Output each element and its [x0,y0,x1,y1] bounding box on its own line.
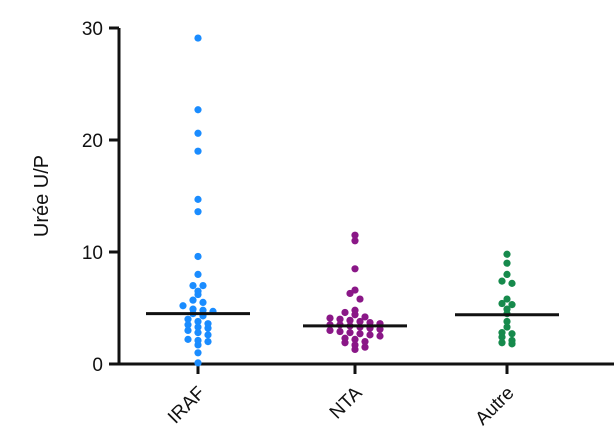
data-point-nta [366,331,374,339]
median-lines [146,312,559,328]
data-point-nta [346,316,354,324]
data-point-iraf [194,359,202,367]
data-point-autre [508,336,516,345]
data-point-iraf [189,282,197,290]
data-point-nta [326,314,334,322]
data-point-iraf [194,147,202,155]
data-point-iraf [194,208,202,216]
data-point-autre [498,339,506,347]
data-point-autre [508,330,516,338]
y-tick-label: 10 [82,243,103,264]
data-point-nta [356,317,364,326]
data-point-nta [326,326,334,334]
data-point-nta [361,338,369,346]
data-point-iraf [194,34,202,42]
data-point-iraf [199,306,207,314]
data-point-nta [376,332,384,340]
data-point-nta [351,265,359,273]
data-point-iraf [199,298,207,306]
data-points [179,34,516,367]
data-point-nta [361,343,369,351]
data-point-nta [351,231,359,239]
data-point-nta [341,334,349,342]
data-point-nta [341,308,349,317]
data-point-iraf [189,305,197,313]
x-category-label: IRAF [164,383,209,428]
data-point-iraf [194,349,202,357]
data-point-autre [498,277,506,285]
data-point-iraf [184,335,192,343]
data-point-iraf [194,252,202,261]
data-point-nta [351,335,359,343]
data-point-nta [351,306,359,314]
data-point-iraf [194,195,202,203]
data-point-autre [498,299,506,308]
data-point-autre [503,317,511,326]
data-point-iraf [204,331,212,339]
data-point-autre [503,250,511,258]
data-point-nta [351,341,359,349]
data-point-autre [503,295,511,303]
y-tick-label: 30 [82,19,103,40]
y-axis: 0 10 20 30 [82,19,121,376]
data-point-iraf [189,296,197,304]
x-category-label: Autre [472,383,519,430]
data-point-nta [376,325,384,333]
data-point-autre [503,270,511,278]
data-point-iraf [184,315,192,323]
data-point-nta [346,329,354,337]
data-point-nta [366,318,374,327]
data-point-iraf [194,270,202,278]
data-point-nta [336,315,344,323]
data-point-autre [508,301,516,309]
data-point-nta [361,313,369,321]
y-axis-title: Urée U/P [31,155,53,237]
data-point-iraf [184,326,192,334]
data-point-nta [336,327,344,336]
y-tick-label: 20 [82,131,103,152]
data-point-iraf [194,106,202,114]
data-point-autre [503,323,511,331]
data-point-autre [498,329,506,337]
data-point-iraf [184,321,192,329]
data-point-nta [356,330,364,338]
data-point-iraf [199,282,207,290]
data-point-nta [351,286,359,294]
data-point-iraf [204,320,212,328]
data-point-nta [351,237,359,245]
data-point-iraf [194,323,202,331]
x-category-label: NTA [326,382,367,423]
data-point-iraf [194,329,202,337]
x-axis: IRAF NTA Autre [117,362,614,430]
data-point-autre [503,305,511,313]
data-point-iraf [194,287,202,295]
data-point-iraf [204,338,212,346]
data-point-iraf [194,336,202,345]
data-point-iraf [194,129,202,137]
data-point-autre [508,279,516,287]
data-point-autre [503,259,511,267]
data-point-nta [356,295,364,303]
data-point-iraf [179,302,187,310]
y-tick-label: 0 [92,355,103,376]
data-point-iraf [194,317,202,326]
